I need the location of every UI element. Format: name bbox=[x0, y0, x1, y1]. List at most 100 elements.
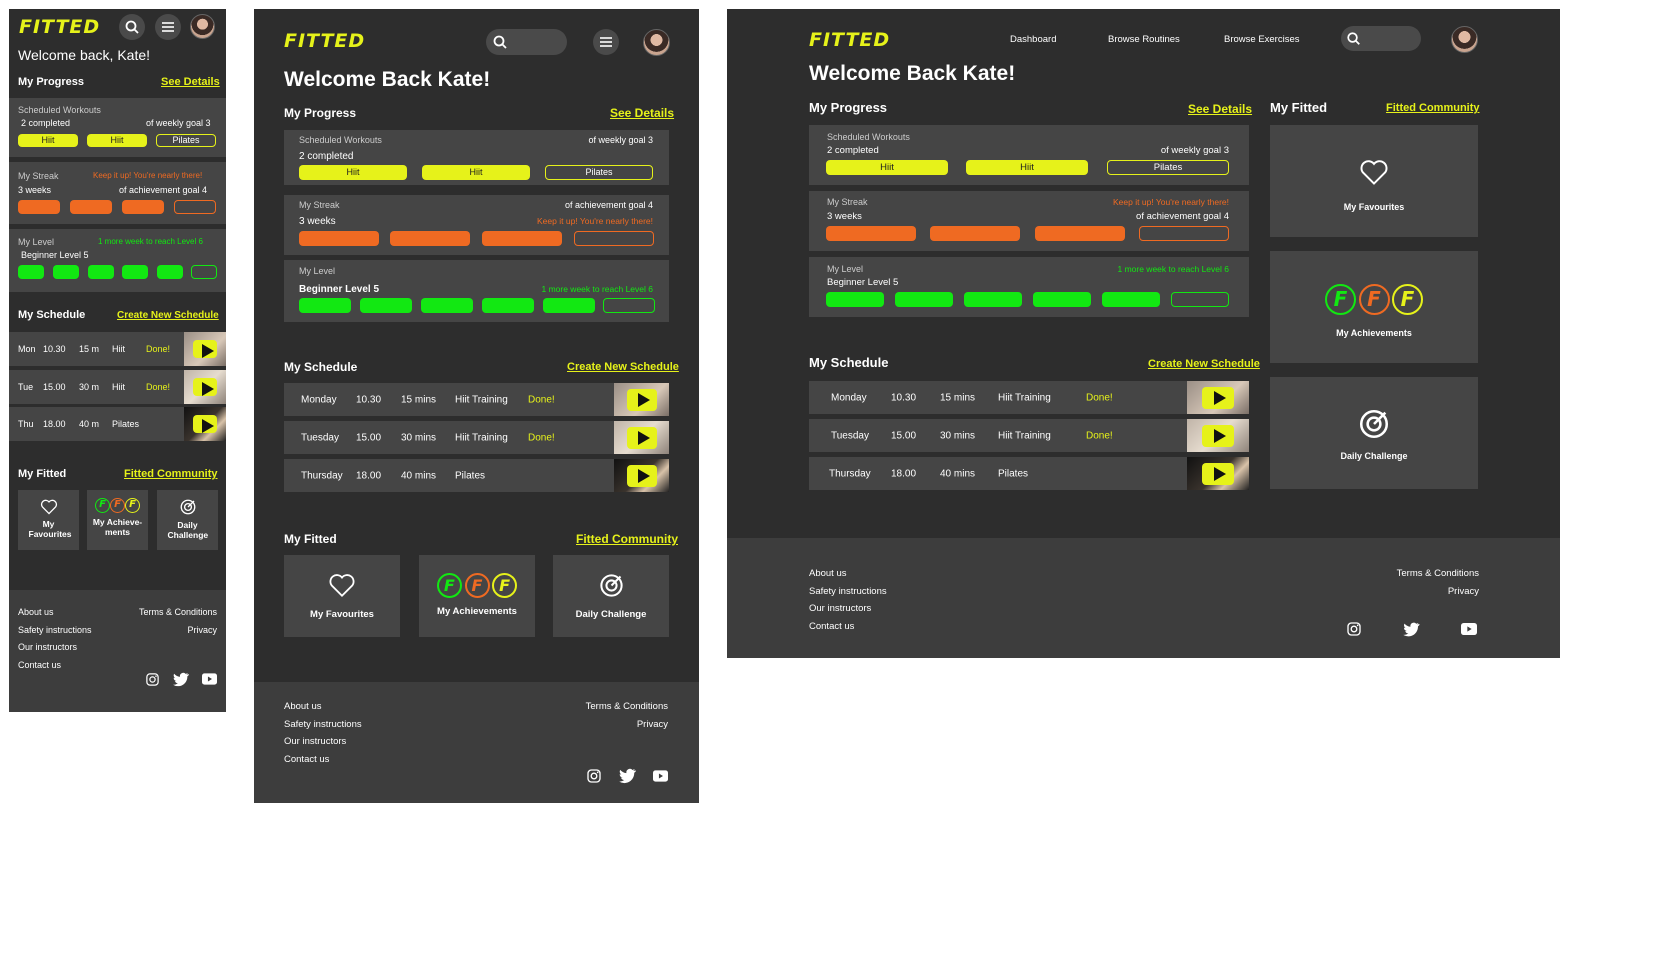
brand-logo[interactable]: FITTED bbox=[19, 16, 101, 38]
workout-pill[interactable]: Hiit bbox=[826, 160, 948, 175]
workout-pill[interactable]: Hiit bbox=[422, 165, 530, 180]
row-duration: 40 mins bbox=[401, 470, 437, 481]
about-link[interactable]: About us bbox=[284, 701, 322, 712]
privacy-link[interactable]: Privacy bbox=[187, 624, 217, 635]
brand-logo[interactable]: FITTED bbox=[284, 30, 366, 52]
nav-browse-exercises[interactable]: Browse Exercises bbox=[1224, 34, 1300, 45]
schedule-row[interactable]: Monday 10.30 15 mins Hiit Training Done! bbox=[284, 383, 669, 416]
challenge-tile[interactable]: Daily Challenge bbox=[1270, 377, 1478, 489]
instagram-icon[interactable] bbox=[1346, 621, 1362, 637]
play-icon[interactable] bbox=[193, 340, 217, 358]
search-field[interactable] bbox=[1341, 26, 1421, 51]
video-thumbnail[interactable] bbox=[614, 459, 669, 492]
avatar[interactable] bbox=[1451, 26, 1478, 53]
instructors-link[interactable]: Our instructors bbox=[284, 736, 347, 747]
video-thumbnail[interactable] bbox=[1187, 419, 1249, 452]
schedule-row[interactable]: Monday 10.30 15 mins Hiit Training Done! bbox=[809, 381, 1249, 414]
create-schedule-link[interactable]: Create New Schedule bbox=[567, 361, 679, 373]
contact-link[interactable]: Contact us bbox=[284, 753, 330, 765]
schedule-row[interactable]: Tuesday 15.00 30 mins Hiit Training Done… bbox=[284, 421, 669, 454]
menu-button[interactable] bbox=[155, 14, 181, 40]
about-link[interactable]: About us bbox=[809, 568, 847, 579]
brand-logo[interactable]: FITTED bbox=[809, 29, 891, 51]
safety-link[interactable]: Safety instructions bbox=[809, 585, 887, 597]
about-link[interactable]: About us bbox=[18, 607, 54, 617]
favourites-tile[interactable]: My Favourites bbox=[284, 555, 400, 637]
schedule-row[interactable]: Thu 18.00 40 m Pilates bbox=[9, 407, 226, 441]
terms-link[interactable]: Terms & Conditions bbox=[1396, 568, 1479, 579]
favourites-tile[interactable]: My Favourites bbox=[18, 490, 79, 550]
see-details-link[interactable]: See Details bbox=[610, 106, 675, 120]
twitter-icon[interactable] bbox=[173, 672, 189, 687]
challenge-tile[interactable]: Daily Challenge bbox=[157, 490, 218, 550]
search-field[interactable] bbox=[486, 29, 567, 55]
twitter-icon[interactable] bbox=[619, 768, 636, 784]
video-thumbnail[interactable] bbox=[614, 383, 669, 416]
achievements-tile[interactable]: F F F My Achievements bbox=[419, 555, 535, 637]
streak-week-filled bbox=[122, 200, 164, 214]
see-details-link[interactable]: See Details bbox=[161, 76, 220, 88]
create-schedule-link[interactable]: Create New Schedule bbox=[1148, 358, 1260, 370]
video-thumbnail[interactable] bbox=[1187, 381, 1249, 414]
play-icon[interactable] bbox=[626, 464, 657, 487]
avatar[interactable] bbox=[190, 14, 215, 39]
create-schedule-link[interactable]: Create New Schedule bbox=[117, 310, 219, 321]
video-thumbnail[interactable] bbox=[184, 370, 226, 404]
streak-week-filled bbox=[1035, 226, 1125, 241]
contact-link[interactable]: Contact us bbox=[18, 659, 62, 670]
video-thumbnail[interactable] bbox=[1187, 457, 1249, 490]
fitted-community-link[interactable]: Fitted Community bbox=[576, 532, 678, 546]
achievements-tile[interactable]: F F F My Achievements bbox=[1270, 251, 1478, 363]
play-icon[interactable] bbox=[1202, 462, 1234, 485]
avatar[interactable] bbox=[643, 29, 670, 56]
safety-link[interactable]: Safety instructions bbox=[18, 624, 92, 635]
workout-pill[interactable]: Hiit bbox=[966, 160, 1088, 175]
play-icon[interactable] bbox=[626, 388, 657, 411]
youtube-icon[interactable] bbox=[202, 673, 217, 685]
fitted-community-link[interactable]: Fitted Community bbox=[124, 468, 218, 480]
play-icon[interactable] bbox=[1202, 424, 1234, 447]
see-details-link[interactable]: See Details bbox=[1188, 102, 1253, 116]
play-icon[interactable] bbox=[193, 378, 217, 396]
schedule-row[interactable]: Tue 15.00 30 m Hiit Done! bbox=[9, 370, 226, 404]
youtube-icon[interactable] bbox=[1461, 623, 1477, 635]
safety-link[interactable]: Safety instructions bbox=[284, 718, 362, 730]
fitted-community-link[interactable]: Fitted Community bbox=[1386, 102, 1480, 114]
youtube-icon[interactable] bbox=[653, 770, 668, 782]
welcome-text: Welcome back, Kate! bbox=[18, 47, 151, 63]
play-icon[interactable] bbox=[1202, 386, 1234, 409]
privacy-link[interactable]: Privacy bbox=[1447, 585, 1479, 597]
video-thumbnail[interactable] bbox=[614, 421, 669, 454]
nav-browse-routines[interactable]: Browse Routines bbox=[1108, 34, 1180, 45]
play-icon[interactable] bbox=[626, 426, 657, 449]
schedule-row[interactable]: Thursday 18.00 40 mins Pilates bbox=[284, 459, 669, 492]
menu-button[interactable] bbox=[593, 29, 619, 55]
instructors-link[interactable]: Our instructors bbox=[18, 642, 78, 652]
instagram-icon[interactable] bbox=[145, 672, 160, 687]
workout-pill[interactable]: Hiit bbox=[87, 134, 147, 147]
workout-pill[interactable]: Pilates bbox=[1107, 160, 1229, 175]
terms-link[interactable]: Terms & Conditions bbox=[585, 701, 668, 712]
workout-pill[interactable]: Pilates bbox=[156, 134, 216, 147]
instagram-icon[interactable] bbox=[586, 768, 602, 784]
instructors-link[interactable]: Our instructors bbox=[809, 603, 872, 614]
favourites-tile[interactable]: My Favourites bbox=[1270, 125, 1478, 237]
workout-pill[interactable]: Hiit bbox=[18, 134, 78, 147]
schedule-row[interactable]: Mon 10.30 15 m Hiit Done! bbox=[9, 332, 226, 366]
challenge-tile[interactable]: Daily Challenge bbox=[553, 555, 669, 637]
privacy-link[interactable]: Privacy bbox=[636, 718, 668, 730]
nav-dashboard[interactable]: Dashboard bbox=[1010, 34, 1057, 45]
terms-link[interactable]: Terms & Conditions bbox=[138, 607, 217, 617]
contact-link[interactable]: Contact us bbox=[809, 620, 855, 632]
play-icon[interactable] bbox=[193, 415, 217, 433]
twitter-icon[interactable] bbox=[1403, 622, 1420, 637]
workout-pill[interactable]: Hiit bbox=[299, 165, 407, 180]
video-thumbnail[interactable] bbox=[184, 332, 226, 366]
search-button[interactable] bbox=[119, 14, 145, 40]
footer: About us Safety instructions Our instruc… bbox=[727, 538, 1560, 658]
schedule-row[interactable]: Thursday 18.00 40 mins Pilates bbox=[809, 457, 1249, 490]
schedule-row[interactable]: Tuesday 15.00 30 mins Hiit Training Done… bbox=[809, 419, 1249, 452]
workout-pill[interactable]: Pilates bbox=[545, 165, 653, 180]
video-thumbnail[interactable] bbox=[184, 407, 226, 441]
